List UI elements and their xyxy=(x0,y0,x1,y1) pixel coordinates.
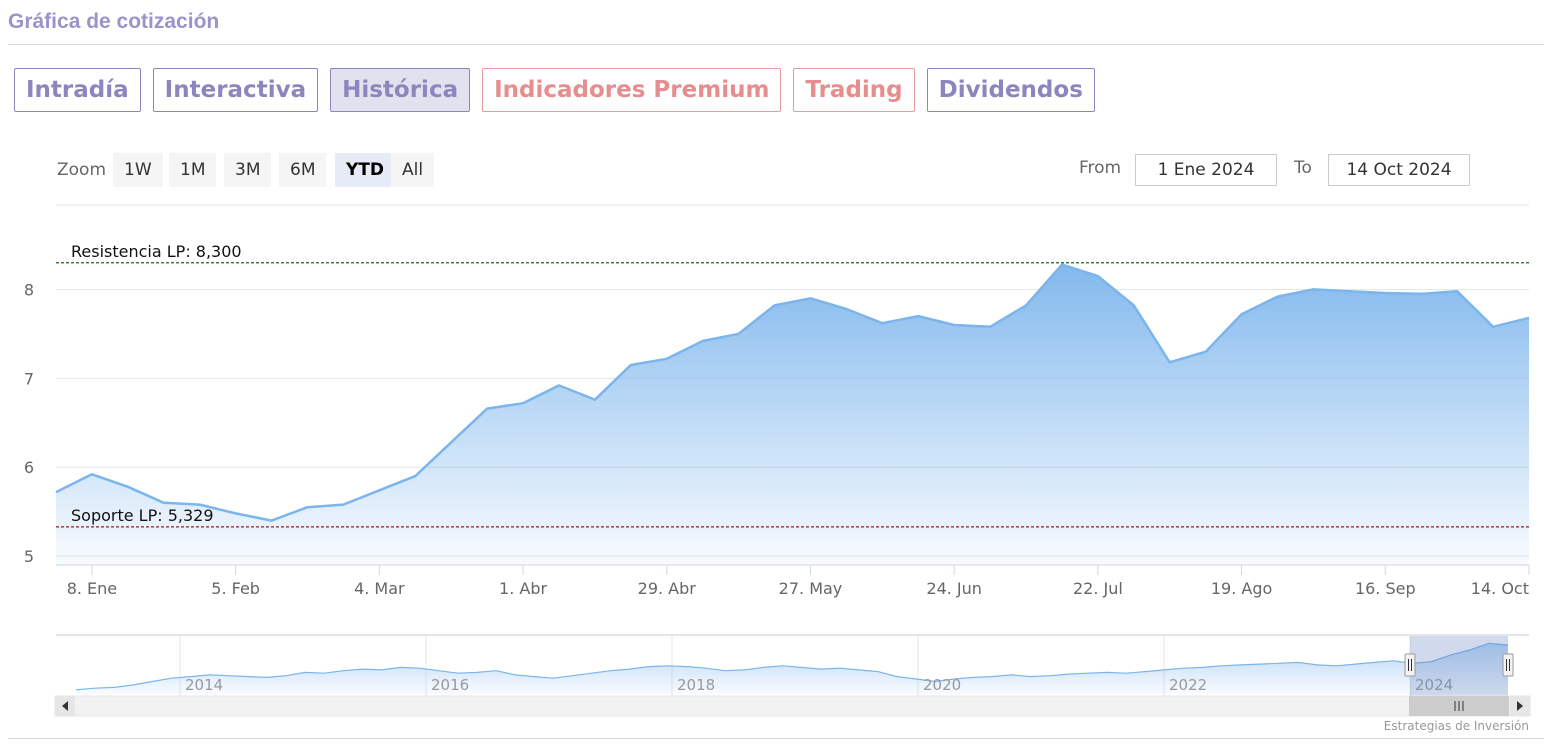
zoom-1w-button[interactable]: 1W xyxy=(113,153,163,187)
y-tick-label: 6 xyxy=(24,458,34,477)
navigator-year-labels: 2014 2016 2018 2020 2022 2024 xyxy=(185,676,1453,694)
tab-intradia[interactable]: Intradía xyxy=(14,68,141,112)
navigator-right-handle[interactable] xyxy=(1502,653,1514,677)
navigator-selected-range[interactable] xyxy=(1410,636,1508,696)
annotations: Resistencia LP: 8,300 Soporte LP: 5,329 xyxy=(56,242,1529,528)
navigator-year-label: 2020 xyxy=(923,676,961,694)
x-tick-label: 5. Feb xyxy=(211,579,260,598)
tab-interactiva[interactable]: Interactiva xyxy=(152,68,319,112)
range-to-label: To xyxy=(1294,158,1312,178)
zoom-1m-button[interactable]: 1M xyxy=(169,153,217,187)
zoom-3m-button[interactable]: 3M xyxy=(224,153,272,187)
scroll-left-arrow-icon xyxy=(62,701,68,711)
range-from-input[interactable] xyxy=(1135,154,1277,186)
tab-dividendos[interactable]: Dividendos xyxy=(926,68,1095,112)
y-tick-label: 8 xyxy=(24,280,34,299)
range-to-input[interactable] xyxy=(1328,154,1470,186)
x-axis-labels: 8. Ene 5. Feb 4. Mar 1. Abr 29. Abr 27. May 24… xyxy=(67,565,1530,598)
tab-indicadores-premium[interactable]: Indicadores Premium xyxy=(482,68,782,112)
zoom-6m-button[interactable]: 6M xyxy=(279,153,327,187)
title-divider xyxy=(8,44,1544,45)
scrollbar-track[interactable] xyxy=(54,695,1531,717)
y-tick-label: 5 xyxy=(24,547,34,566)
bottom-divider xyxy=(8,738,1544,739)
x-tick-label: 24. Jun xyxy=(926,579,982,598)
zoom-ytd-button[interactable]: YTD xyxy=(335,153,396,187)
annotation-label: Resistencia LP: 8,300 xyxy=(71,242,242,261)
x-tick-label: 27. May xyxy=(779,579,843,598)
tab-trading[interactable]: Trading xyxy=(793,68,915,112)
navigator-year-label: 2016 xyxy=(431,676,469,694)
x-tick-label: 19. Ago xyxy=(1211,579,1272,598)
x-tick-label: 4. Mar xyxy=(354,579,405,598)
zoom-label: Zoom xyxy=(57,160,107,180)
x-tick-label: 8. Ene xyxy=(67,579,117,598)
x-tick-label: 16. Sep xyxy=(1355,579,1416,598)
x-tick-label: 22. Jul xyxy=(1073,579,1123,598)
price-line xyxy=(55,263,1530,522)
navigator-year-label: 2022 xyxy=(1169,676,1207,694)
navigator-area xyxy=(76,643,1508,694)
navigator-year-label: 2024 xyxy=(1415,676,1453,694)
annotation-label: Soporte LP: 5,329 xyxy=(71,506,214,525)
y-axis-labels: 5 6 7 8 xyxy=(24,280,34,566)
navigator-scrollbar[interactable] xyxy=(54,695,1531,717)
navigator-left-handle[interactable] xyxy=(1404,653,1416,677)
x-tick-label: 29. Abr xyxy=(638,579,697,598)
scroll-right-arrow-icon xyxy=(1517,701,1523,711)
x-tick-label: 14. Oct xyxy=(1471,579,1529,598)
navigator-line xyxy=(75,642,1509,691)
zoom-all-button[interactable]: All xyxy=(391,153,435,187)
section-title: Gráfica de cotización xyxy=(8,10,220,33)
tab-historica[interactable]: Histórica xyxy=(330,68,471,112)
price-area xyxy=(56,264,1529,565)
navigator-year-label: 2014 xyxy=(185,676,223,694)
range-from-label: From xyxy=(1079,158,1122,178)
chart-tabs: Intradía Interactiva Histórica Indicador… xyxy=(14,68,1095,112)
x-tick-label: 1. Abr xyxy=(499,579,547,598)
chart-credits[interactable]: Estrategias de Inversión xyxy=(1383,719,1529,733)
navigator[interactable]: 2014 2016 2018 2020 2022 2024 xyxy=(56,634,1529,696)
y-tick-label: 7 xyxy=(24,369,34,388)
navigator-year-label: 2018 xyxy=(677,676,715,694)
